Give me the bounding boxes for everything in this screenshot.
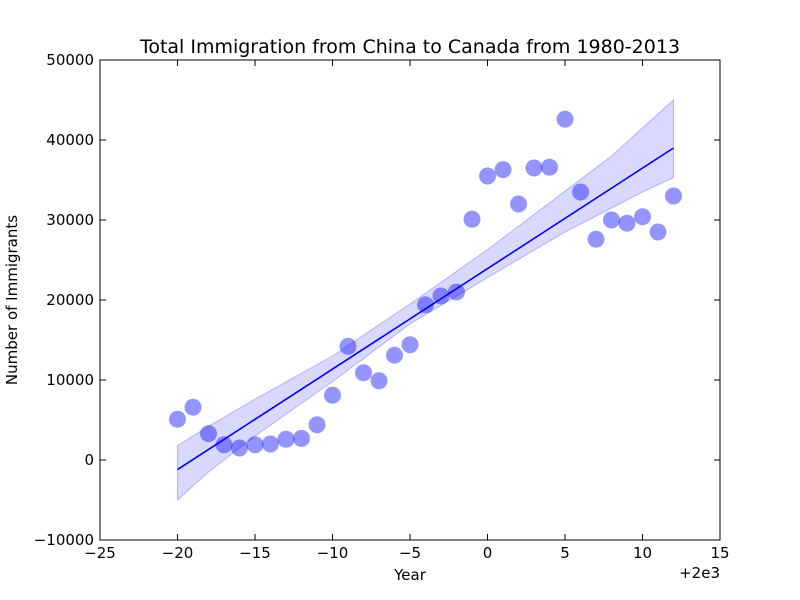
data-point	[572, 183, 589, 201]
x-tick-label: 10	[633, 544, 652, 562]
y-tick-label: 30000	[46, 211, 94, 229]
data-point	[541, 158, 558, 176]
x-tick-label: 15	[710, 544, 729, 562]
data-point	[184, 398, 202, 416]
y-tick-label: 0	[84, 451, 94, 469]
data-point	[262, 435, 279, 453]
data-point	[293, 429, 310, 447]
data-point	[417, 296, 434, 314]
x-tick-label: 5	[560, 544, 570, 562]
plot-area	[169, 98, 682, 502]
data-point	[277, 430, 295, 448]
data-point	[494, 161, 512, 179]
x-tick-label: −20	[162, 544, 194, 562]
data-point	[448, 283, 465, 301]
data-point	[556, 110, 574, 128]
data-point	[169, 410, 186, 428]
x-tick-label: 0	[483, 544, 493, 562]
regression-line	[177, 147, 674, 471]
y-axis-label: Number of Immigrants	[3, 215, 21, 385]
data-point	[618, 214, 636, 232]
axis-ticks: −25 −20 −15 −10 −5 0 5 10 15 −10000 0 10000 20000 300…	[34, 51, 730, 562]
y-tick-label: −10000	[34, 531, 94, 549]
data-point	[324, 386, 341, 404]
data-point	[246, 436, 264, 454]
chart-title: Total Immigration from China to Canada f…	[139, 36, 680, 58]
data-point	[603, 211, 620, 229]
data-point	[510, 195, 527, 213]
data-point	[479, 167, 496, 185]
data-point	[432, 287, 450, 305]
x-tick-label: −10	[317, 544, 349, 562]
data-point	[649, 223, 667, 241]
x-axis-label: Year	[393, 566, 427, 584]
data-point	[665, 187, 682, 205]
data-point	[231, 439, 248, 457]
y-tick-label: 10000	[46, 371, 94, 389]
data-point	[215, 436, 233, 454]
y-tick-label: 20000	[46, 291, 94, 309]
data-point	[401, 336, 419, 354]
confidence-band	[177, 98, 674, 502]
data-point	[355, 364, 372, 382]
x-tick-label: −15	[239, 544, 271, 562]
data-point	[386, 346, 403, 364]
data-point	[200, 425, 217, 443]
data-point	[634, 208, 651, 226]
x-axis-offset-label: +2e3	[679, 564, 720, 582]
data-point	[370, 372, 388, 390]
y-tick-label: 50000	[46, 51, 94, 69]
y-tick-label: 40000	[46, 131, 94, 149]
data-point	[587, 230, 605, 248]
data-point	[308, 416, 326, 434]
x-tick-label: −25	[84, 544, 116, 562]
data-point	[463, 210, 481, 228]
data-point	[339, 337, 357, 355]
data-point	[525, 159, 543, 177]
x-tick-label: −5	[399, 544, 421, 562]
